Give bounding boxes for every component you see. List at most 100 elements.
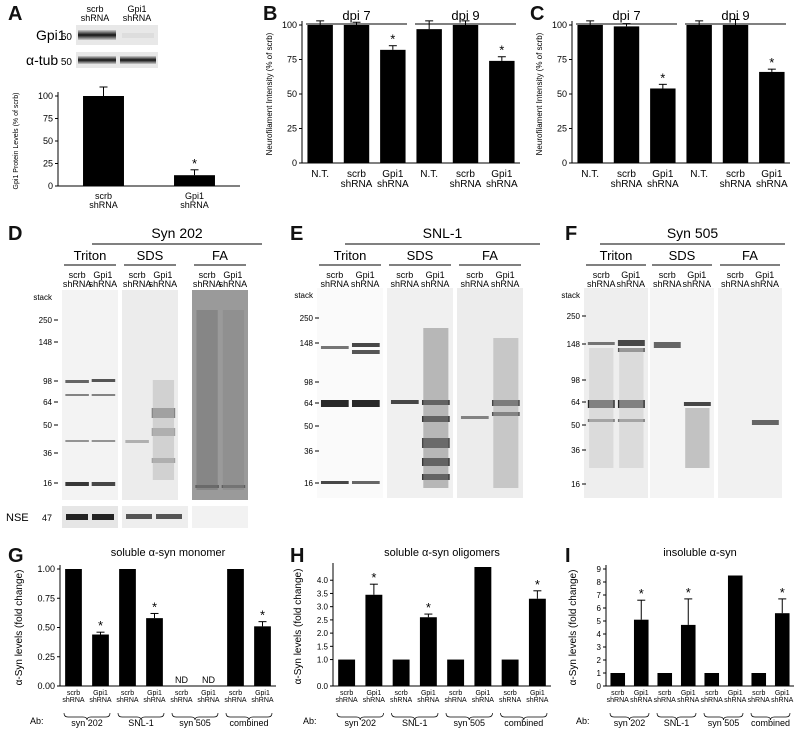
category-label: scrb shRNA [116, 690, 139, 704]
ab-group-label: SNL-1 [664, 718, 690, 728]
mw-marker: 36 [571, 446, 580, 455]
mw-marker: 64 [304, 399, 313, 408]
label-line: shRNA [62, 697, 85, 704]
label-line: scrb [611, 690, 624, 697]
category-label: Gpi1 shRNA [363, 690, 386, 704]
band [683, 402, 711, 406]
smear [493, 338, 519, 488]
label-line: shRNA [721, 279, 750, 289]
ab-group-label: syn 202 [614, 718, 646, 728]
label-line: shRNA [587, 279, 616, 289]
tub-mw-label: 50 [61, 57, 73, 68]
band [587, 342, 615, 345]
label-line: scrb [95, 191, 112, 201]
band [390, 400, 419, 404]
label-line: N.T. [690, 169, 708, 180]
lane-label: scrb shRNA [123, 270, 152, 289]
ab-group-label: combined [229, 718, 268, 728]
label-line: Gpi1 [475, 690, 490, 697]
y-tick-label: 0 [292, 158, 297, 168]
category-label: scrb shRNA [445, 690, 468, 704]
y-tick-label: 0 [48, 181, 53, 191]
y-tick-label: 0.0 [317, 682, 329, 691]
label-line: scrb [504, 690, 517, 697]
category-label: Gpi1 shRNA [647, 169, 679, 190]
gpi1-row-label: Gpi1 [36, 27, 66, 43]
y-tick-label: 25 [287, 124, 297, 134]
y-axis-label: α-Syn levels (fold change) [293, 569, 304, 685]
band [65, 380, 89, 383]
ab-group-brace [703, 712, 744, 721]
nse-band [126, 514, 152, 519]
label-line: shRNA [616, 279, 645, 289]
lane-label-line: shRNA [123, 13, 152, 23]
chart-panel-i: 0 1 2 3 4 5 6 7 8 9 α-Syn levels (fold change) scrb… [568, 547, 794, 728]
lane-label: scrb shRNA [653, 270, 682, 289]
category-label: scrb shRNA [720, 169, 752, 190]
blot-lane-label-scrb: scrb shRNA [81, 4, 110, 23]
bar [146, 618, 163, 686]
ab-label: Ab: [30, 716, 44, 726]
fraction-label: Triton [74, 248, 107, 263]
label-line: Gpi1 [755, 270, 774, 280]
mw-marker: 36 [304, 447, 313, 456]
label-line: shRNA [417, 697, 440, 704]
y-tick-label: 2.5 [317, 616, 329, 625]
bar [392, 659, 410, 686]
band [351, 343, 380, 347]
ab-group-label: syn 505 [453, 718, 485, 728]
lane-label: Gpi1 shRNA [491, 270, 520, 289]
bar [307, 25, 333, 163]
label-line: shRNA [251, 697, 274, 704]
label-line: Gpi1 [356, 270, 375, 280]
category-label: scrb shRNA [654, 690, 677, 704]
y-tick-label: 1.5 [317, 642, 329, 651]
y-tick-label: 9 [597, 565, 602, 574]
fraction-label: FA [742, 248, 758, 263]
band [65, 440, 89, 442]
label-line: shRNA [654, 697, 677, 704]
label-line: scrb [449, 690, 462, 697]
significance-star: * [152, 599, 157, 614]
label-line: shRNA [472, 697, 495, 704]
panel-letter-h: H [290, 545, 305, 567]
band [320, 400, 349, 407]
ab-group-label: SNL-1 [402, 718, 428, 728]
stack-label: stack [561, 291, 581, 300]
y-tick-label: 8 [597, 578, 602, 587]
lane-label: Gpi1 shRNA [219, 270, 248, 289]
lane-label: Gpi1 shRNA [421, 270, 450, 289]
mw-marker: 64 [43, 398, 52, 407]
band [320, 346, 349, 349]
fraction-label: FA [212, 248, 228, 263]
ab-group-label: syn 202 [71, 718, 103, 728]
y-tick-label: 0.00 [37, 681, 55, 691]
label-line: shRNA [421, 279, 450, 289]
label-line: Gpi1 [93, 270, 112, 280]
antibody-label: Syn 202 [151, 225, 203, 241]
mw-marker: 98 [304, 378, 313, 387]
lane-label: Gpi1 shRNA [351, 270, 380, 289]
label-line: Gpi1 [652, 169, 674, 180]
mw-marker: 148 [39, 338, 53, 347]
band [65, 482, 89, 486]
gpi1-mw-label: 60 [61, 32, 73, 43]
y-tick-label: 3.5 [317, 589, 329, 598]
lane-label: scrb shRNA [721, 270, 750, 289]
bar [704, 673, 720, 686]
y-tick-label: 5 [597, 617, 602, 626]
label-line: shRNA [461, 279, 490, 289]
y-tick-label: 1 [597, 669, 602, 678]
mw-marker: 148 [567, 340, 581, 349]
category-label: Gpi1 shRNA [526, 690, 549, 704]
band [351, 400, 380, 407]
label-line: shRNA [336, 697, 359, 704]
bar [727, 575, 743, 686]
label-line: shRNA [499, 697, 522, 704]
panel-letter-d: D [8, 223, 23, 245]
smear [685, 408, 710, 468]
nse-strip-sds [122, 506, 188, 528]
ab-group-brace [117, 712, 165, 721]
label-line: Gpi1 [728, 690, 743, 697]
label-line: scrb [396, 270, 413, 280]
